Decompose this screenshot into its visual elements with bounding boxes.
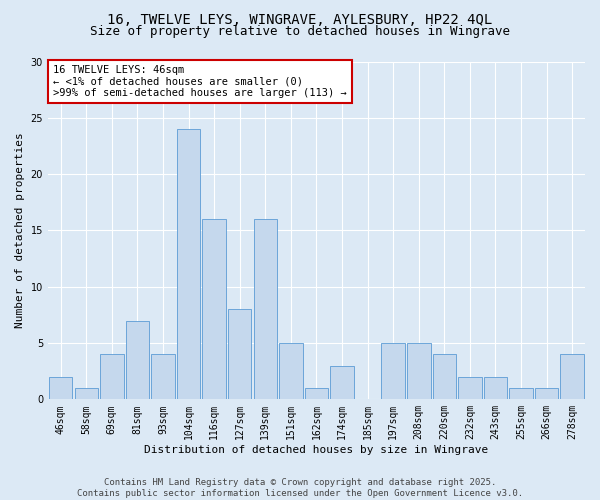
- Bar: [279, 343, 302, 400]
- Y-axis label: Number of detached properties: Number of detached properties: [15, 132, 25, 328]
- Bar: [151, 354, 175, 400]
- Bar: [49, 377, 73, 400]
- Text: Size of property relative to detached houses in Wingrave: Size of property relative to detached ho…: [90, 25, 510, 38]
- Bar: [100, 354, 124, 400]
- Bar: [254, 219, 277, 400]
- Bar: [535, 388, 559, 400]
- Bar: [382, 343, 405, 400]
- Bar: [125, 320, 149, 400]
- Bar: [560, 354, 584, 400]
- Bar: [74, 388, 98, 400]
- X-axis label: Distribution of detached houses by size in Wingrave: Distribution of detached houses by size …: [145, 445, 488, 455]
- Bar: [407, 343, 431, 400]
- Bar: [484, 377, 507, 400]
- Bar: [202, 219, 226, 400]
- Text: 16, TWELVE LEYS, WINGRAVE, AYLESBURY, HP22 4QL: 16, TWELVE LEYS, WINGRAVE, AYLESBURY, HP…: [107, 12, 493, 26]
- Text: Contains HM Land Registry data © Crown copyright and database right 2025.
Contai: Contains HM Land Registry data © Crown c…: [77, 478, 523, 498]
- Bar: [509, 388, 533, 400]
- Text: 16 TWELVE LEYS: 46sqm
← <1% of detached houses are smaller (0)
>99% of semi-deta: 16 TWELVE LEYS: 46sqm ← <1% of detached …: [53, 65, 347, 98]
- Bar: [228, 309, 251, 400]
- Bar: [330, 366, 354, 400]
- Bar: [433, 354, 456, 400]
- Bar: [177, 129, 200, 400]
- Bar: [458, 377, 482, 400]
- Bar: [305, 388, 328, 400]
